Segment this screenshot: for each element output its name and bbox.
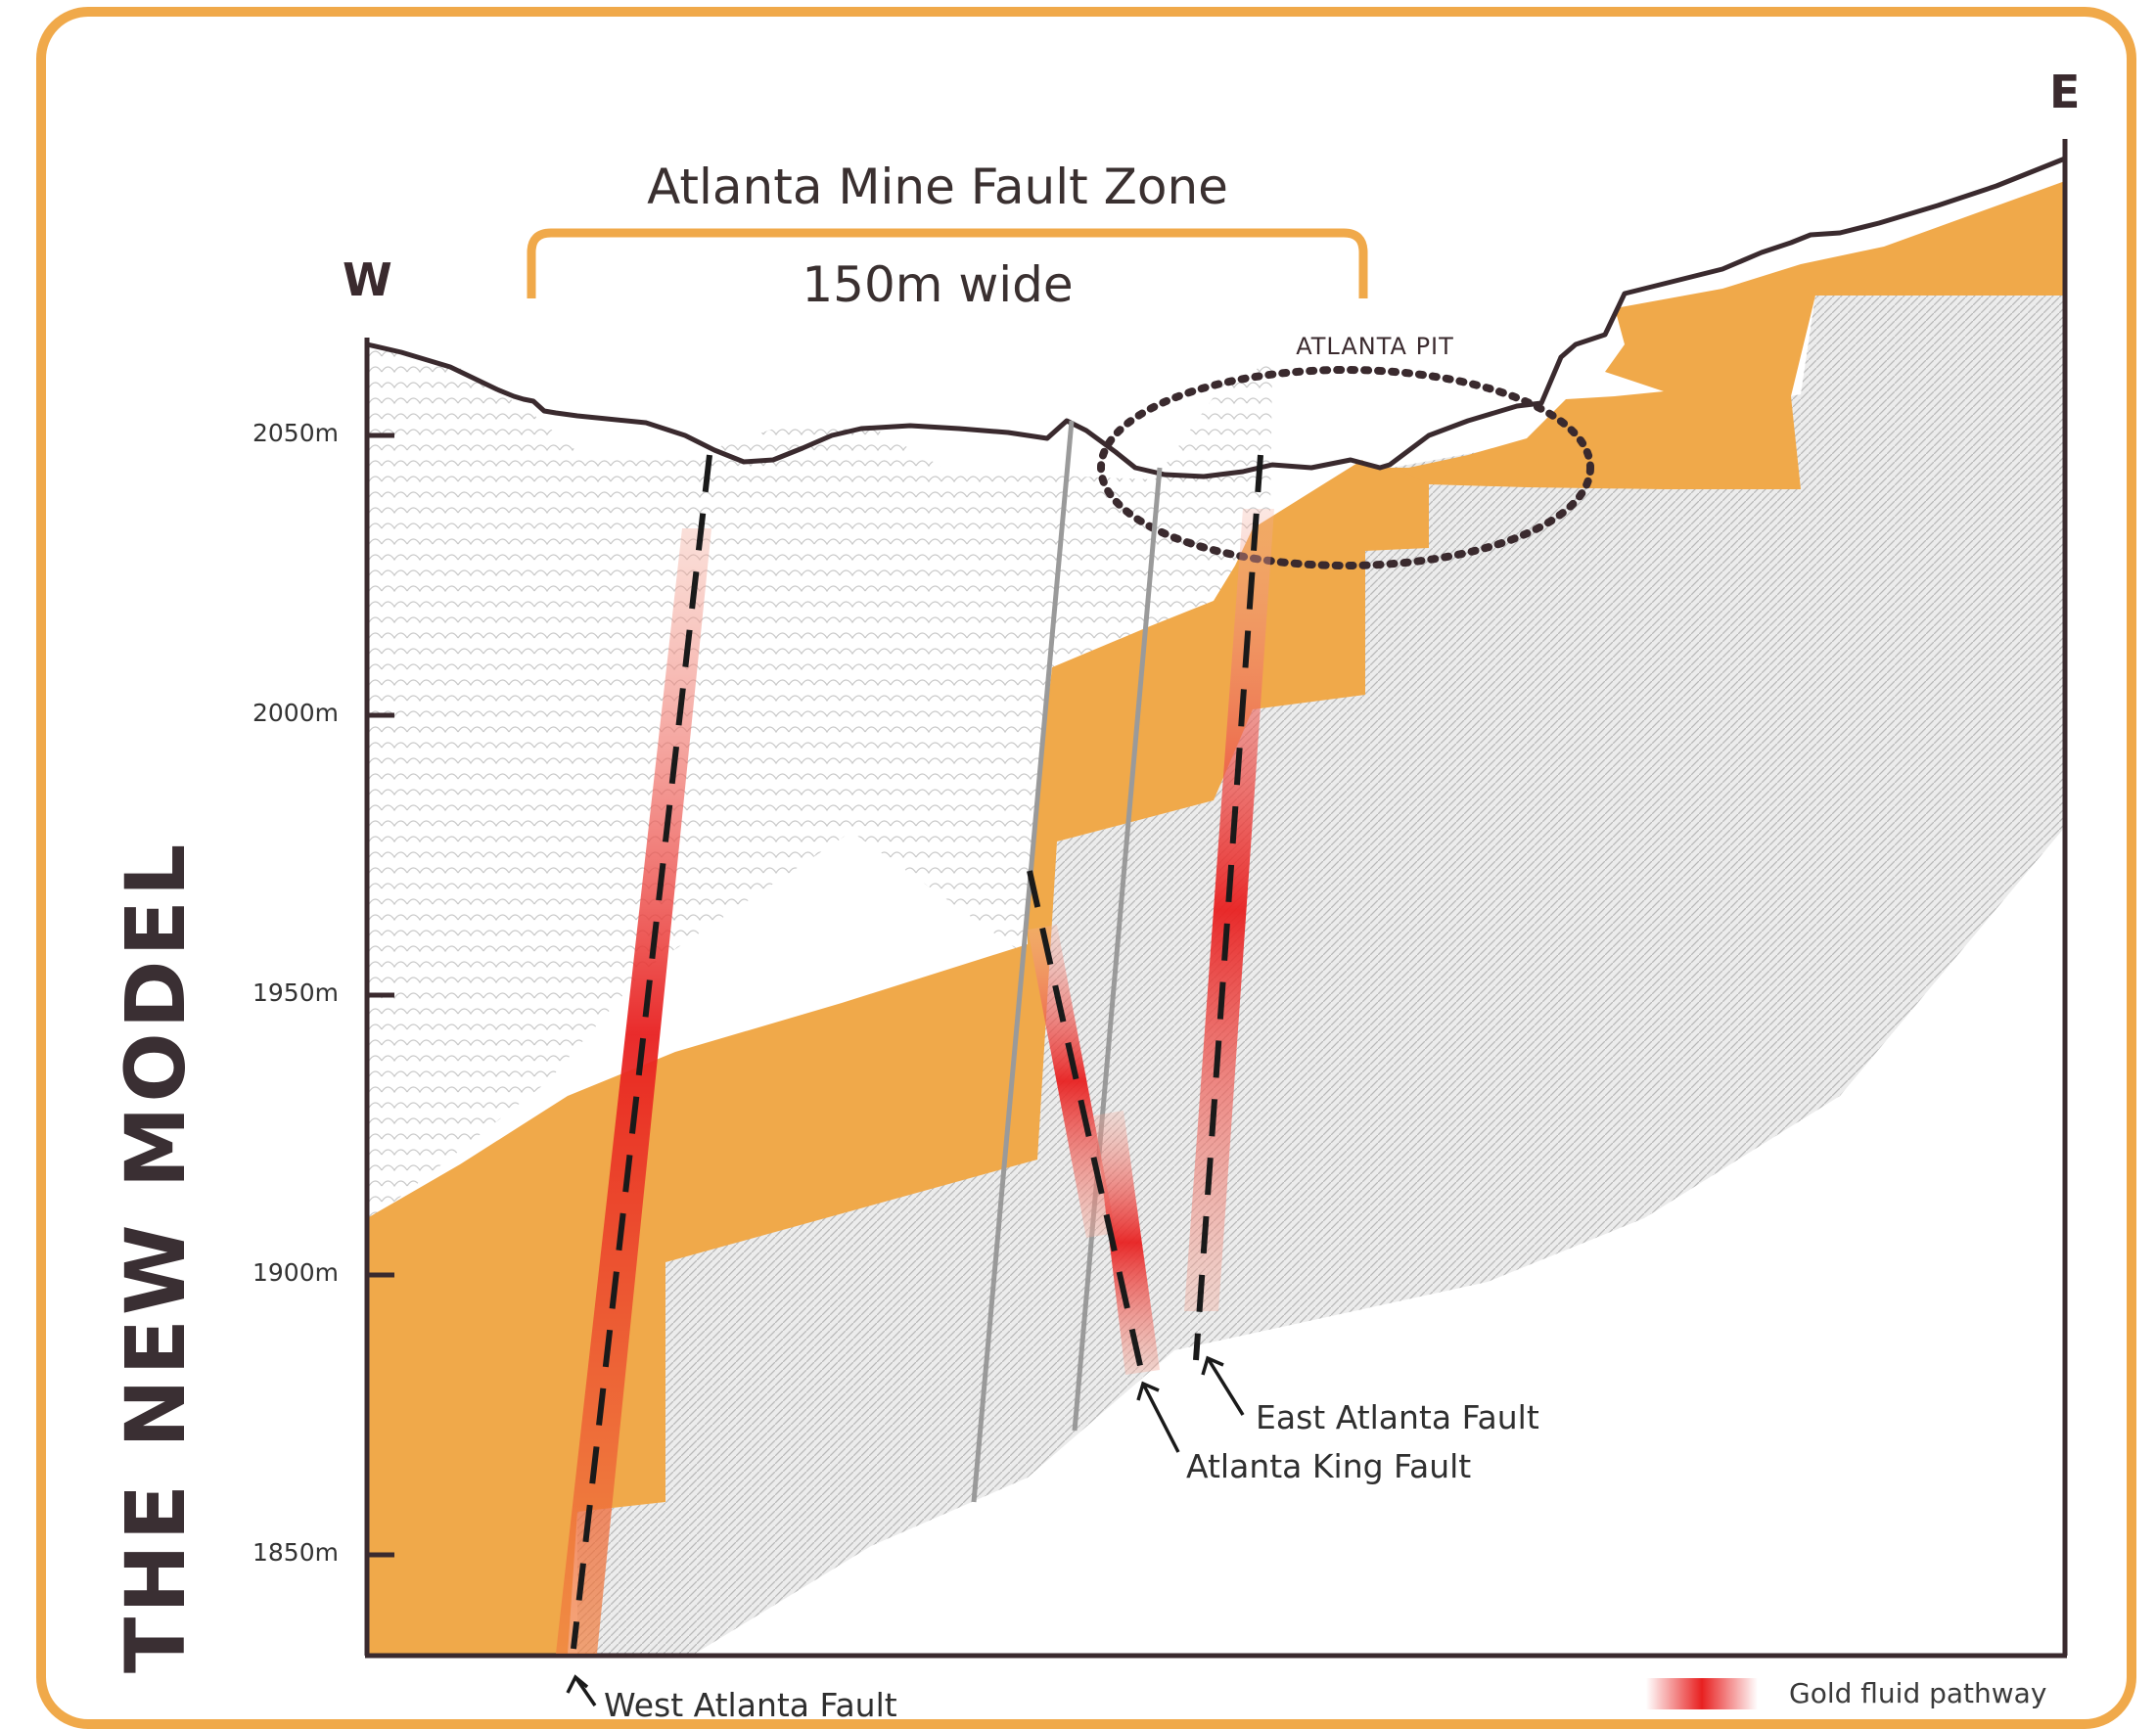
east-atlanta-fault-trace xyxy=(1193,454,1263,1361)
west-atlanta-fault-trace xyxy=(571,454,712,1650)
east-label: E xyxy=(2049,66,2080,118)
surface-profile xyxy=(366,156,2066,479)
side-title: THE NEW MODEL xyxy=(108,841,204,1673)
fault-line-grey-2 xyxy=(1072,467,1163,1432)
orange-unit xyxy=(367,460,1429,1654)
tick-label-2050: 2050m xyxy=(252,419,339,447)
gold-fluid-east xyxy=(1184,509,1274,1311)
west-atlanta-fault-label: West Atlanta Fault xyxy=(604,1686,897,1724)
tick-label-1900: 1900m xyxy=(252,1258,339,1287)
lower-hatched-unit xyxy=(577,296,2065,1654)
elevation-ticks xyxy=(367,432,394,1558)
upper-scalloped-unit xyxy=(367,347,1272,1223)
fault-zone-title: Atlanta Mine Fault Zone xyxy=(647,159,1228,215)
east-atlanta-fault-label: East Atlanta Fault xyxy=(1256,1398,1539,1436)
atlanta-king-fault-trace xyxy=(1027,870,1148,1388)
gold-fluid-king-lower xyxy=(1094,1111,1160,1375)
west-label: W xyxy=(343,253,392,306)
fault-zone-bracket xyxy=(527,228,1368,298)
orange-unit-east xyxy=(1399,181,2065,489)
tick-label-1850: 1850m xyxy=(252,1538,339,1567)
atlanta-pit-outline xyxy=(1097,366,1594,569)
atlanta-king-fault-label: Atlanta King Fault xyxy=(1186,1447,1471,1485)
legend-gold-fluid-swatch xyxy=(1646,1678,1758,1709)
atlanta-pit-label: ATLANTA PIT xyxy=(1296,333,1454,360)
tick-label-1950: 1950m xyxy=(252,978,339,1007)
fault-zone-width: 150m wide xyxy=(802,256,1073,313)
label-arrows xyxy=(566,1355,1245,1706)
tick-label-2000: 2000m xyxy=(252,699,339,727)
gold-fluid-west xyxy=(556,528,711,1654)
outer-frame xyxy=(36,7,2136,1729)
fault-line-grey-1 xyxy=(971,420,1075,1503)
legend-gold-fluid-label: Gold fluid pathway xyxy=(1789,1677,2046,1709)
